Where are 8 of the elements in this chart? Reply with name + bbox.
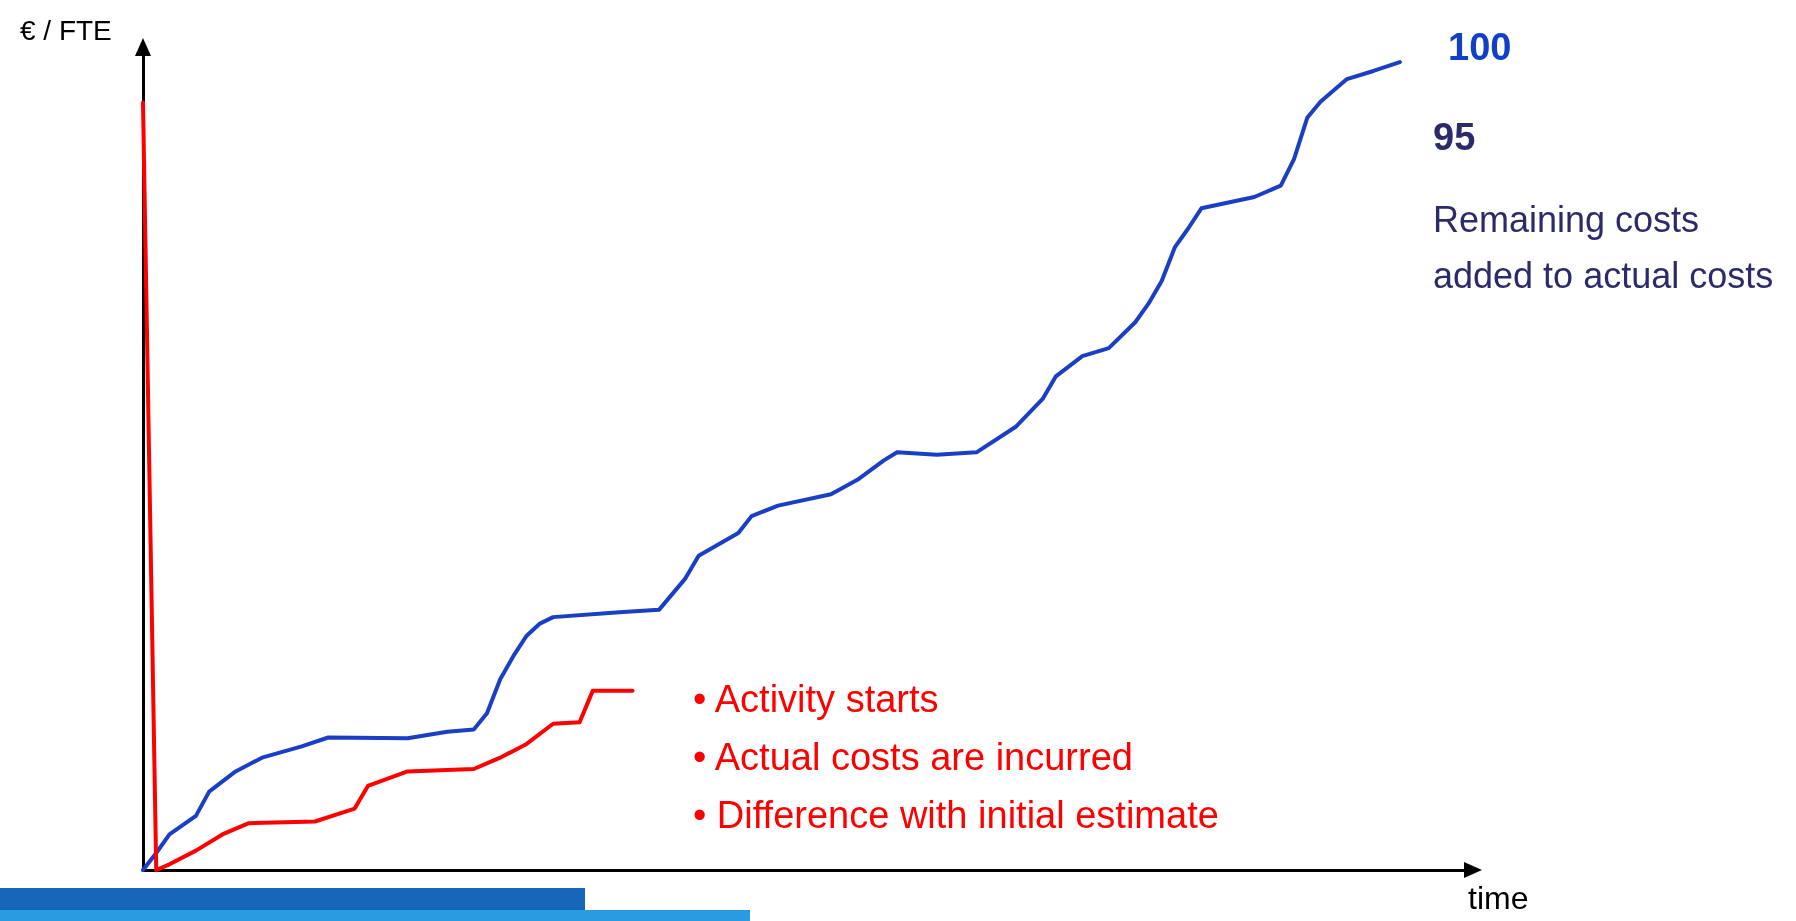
annotation: • Difference with initial estimate: [693, 794, 1219, 836]
annotation: • Activity starts: [693, 678, 939, 720]
x-axis-title: time: [1468, 880, 1529, 916]
y-axis-title: € / FTE: [20, 14, 112, 46]
annotation: 95: [1433, 116, 1476, 158]
annotation: Remaining costs added to actual costs: [1433, 198, 1774, 296]
annotation: 100: [1448, 26, 1512, 68]
annotation: • Actual costs are incurred: [693, 736, 1133, 778]
